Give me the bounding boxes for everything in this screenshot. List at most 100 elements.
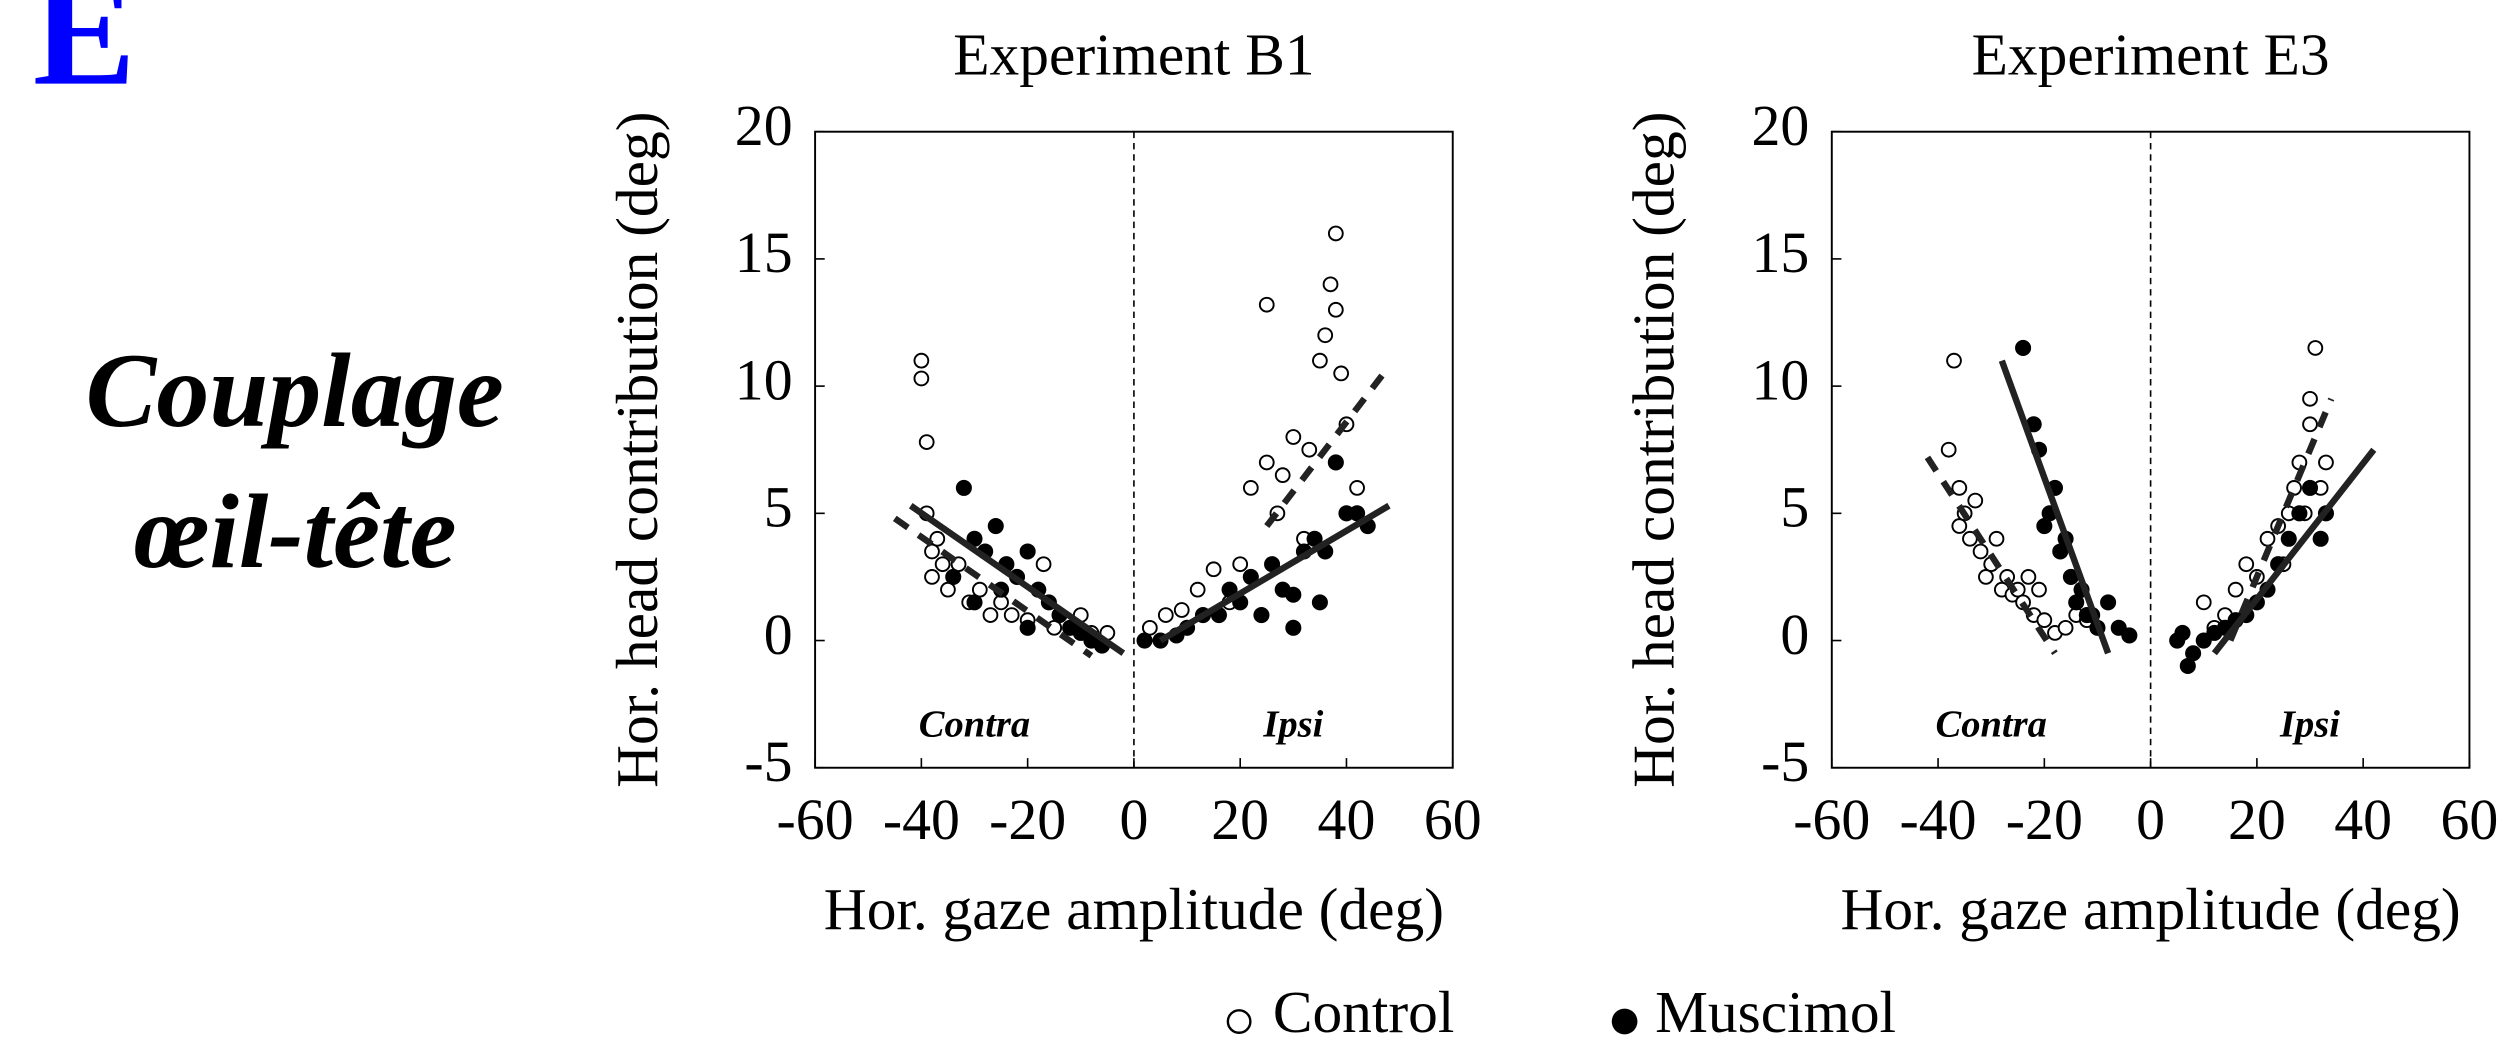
data-point — [1322, 276, 1339, 293]
data-point — [2179, 657, 2196, 675]
y-tick-label: 20 — [1751, 93, 1809, 158]
data-point — [1311, 594, 1328, 611]
data-point — [1253, 607, 1270, 624]
data-point — [2307, 340, 2324, 356]
data-point — [1327, 301, 1344, 318]
data-point — [1264, 556, 1281, 573]
x-tick-label: 20 — [1211, 787, 1269, 852]
data-point — [1242, 568, 1259, 585]
data-point — [2174, 624, 2191, 641]
data-point — [1258, 454, 1275, 471]
legend-marker — [1611, 1008, 1638, 1035]
legend-label: Muscimol — [1655, 979, 1896, 1044]
x-tick-label: -20 — [989, 787, 1066, 852]
panel-label: E — [33, 0, 136, 118]
data-point — [1285, 586, 1302, 603]
legend-marker — [1226, 1009, 1252, 1034]
data-point — [2312, 530, 2329, 547]
data-point — [987, 518, 1004, 535]
data-point — [1312, 352, 1328, 369]
data-point — [1972, 543, 1989, 560]
y-tick-label: 20 — [735, 93, 793, 158]
data-point — [913, 370, 930, 387]
y-axis-label: Hor. head contribution (deg) — [604, 112, 670, 788]
annotation: Ipsi — [1262, 703, 1323, 745]
data-point — [2280, 530, 2297, 547]
data-point — [2259, 530, 2276, 547]
data-point — [913, 352, 930, 369]
y-tick-label: 15 — [1751, 220, 1809, 285]
data-point — [1285, 429, 1302, 445]
data-point — [2062, 568, 2079, 585]
chart-title: Experiment E3 — [1972, 22, 2330, 88]
x-tick-label: -40 — [883, 787, 960, 852]
data-point — [2195, 594, 2212, 611]
y-tick-label: 0 — [1780, 602, 1809, 667]
data-point — [2121, 627, 2138, 644]
data-point — [2227, 581, 2244, 598]
data-point — [1189, 581, 1206, 598]
data-point — [2302, 390, 2318, 407]
x-tick-label: 40 — [1318, 787, 1376, 852]
data-point — [966, 594, 983, 611]
x-tick-label: 60 — [2441, 787, 2499, 852]
fit-line — [1158, 502, 1391, 644]
data-point — [934, 556, 951, 573]
data-point — [2036, 612, 2053, 629]
x-axis-label: Hor. gaze amplitude (deg) — [1840, 876, 2460, 942]
data-point — [1988, 530, 2005, 547]
heading-line: Couplage — [86, 332, 504, 449]
legend-label: Control — [1273, 979, 1455, 1044]
data-point — [945, 568, 962, 585]
data-point — [1157, 607, 1174, 623]
x-tick-label: -20 — [2006, 787, 2083, 852]
data-point — [1951, 518, 1968, 534]
data-point — [1019, 619, 1036, 636]
data-point — [1285, 619, 1302, 636]
data-point — [1333, 365, 1350, 382]
data-point — [1349, 480, 1365, 496]
data-point — [1232, 556, 1249, 573]
data-point — [1003, 607, 1020, 623]
data-point — [1327, 225, 1344, 242]
data-point — [1978, 569, 1994, 585]
fit-line — [892, 515, 1094, 659]
data-point — [2301, 479, 2319, 496]
data-point — [1301, 441, 1318, 458]
fit-line — [1264, 371, 1387, 529]
x-tick-label: 0 — [2136, 787, 2165, 852]
data-point — [1274, 467, 1291, 484]
data-point — [2238, 556, 2255, 573]
annotation: Ipsi — [2279, 703, 2340, 745]
data-point — [1221, 581, 1238, 598]
data-point — [982, 607, 999, 623]
data-point — [1946, 352, 1962, 369]
data-point — [2302, 416, 2318, 433]
y-tick-label: -5 — [744, 729, 792, 794]
data-point — [1967, 492, 1984, 509]
data-point — [2031, 581, 2047, 598]
x-tick-label: -40 — [1900, 787, 1977, 852]
y-tick-label: 10 — [735, 347, 793, 412]
x-tick-label: 40 — [2334, 787, 2392, 852]
x-tick-label: 20 — [2228, 787, 2286, 852]
data-point — [2068, 594, 2085, 611]
x-tick-label: 60 — [1424, 787, 1482, 852]
data-point — [1327, 454, 1344, 471]
y-tick-label: 5 — [764, 475, 793, 540]
data-point — [1951, 480, 1968, 496]
y-tick-label: 5 — [1780, 475, 1809, 540]
data-point — [1349, 505, 1366, 522]
x-tick-label: -60 — [777, 787, 854, 852]
fit-line — [2211, 447, 2377, 656]
chart-title: Experiment B1 — [953, 22, 1314, 88]
y-tick-label: 15 — [735, 220, 793, 285]
data-point — [2291, 505, 2308, 522]
annotation: Contra — [1936, 703, 2047, 745]
data-point — [924, 543, 940, 560]
fit-line — [1924, 455, 2058, 656]
data-point — [2052, 543, 2069, 560]
data-point — [929, 530, 946, 547]
heading-line: œil-tête — [133, 473, 457, 590]
